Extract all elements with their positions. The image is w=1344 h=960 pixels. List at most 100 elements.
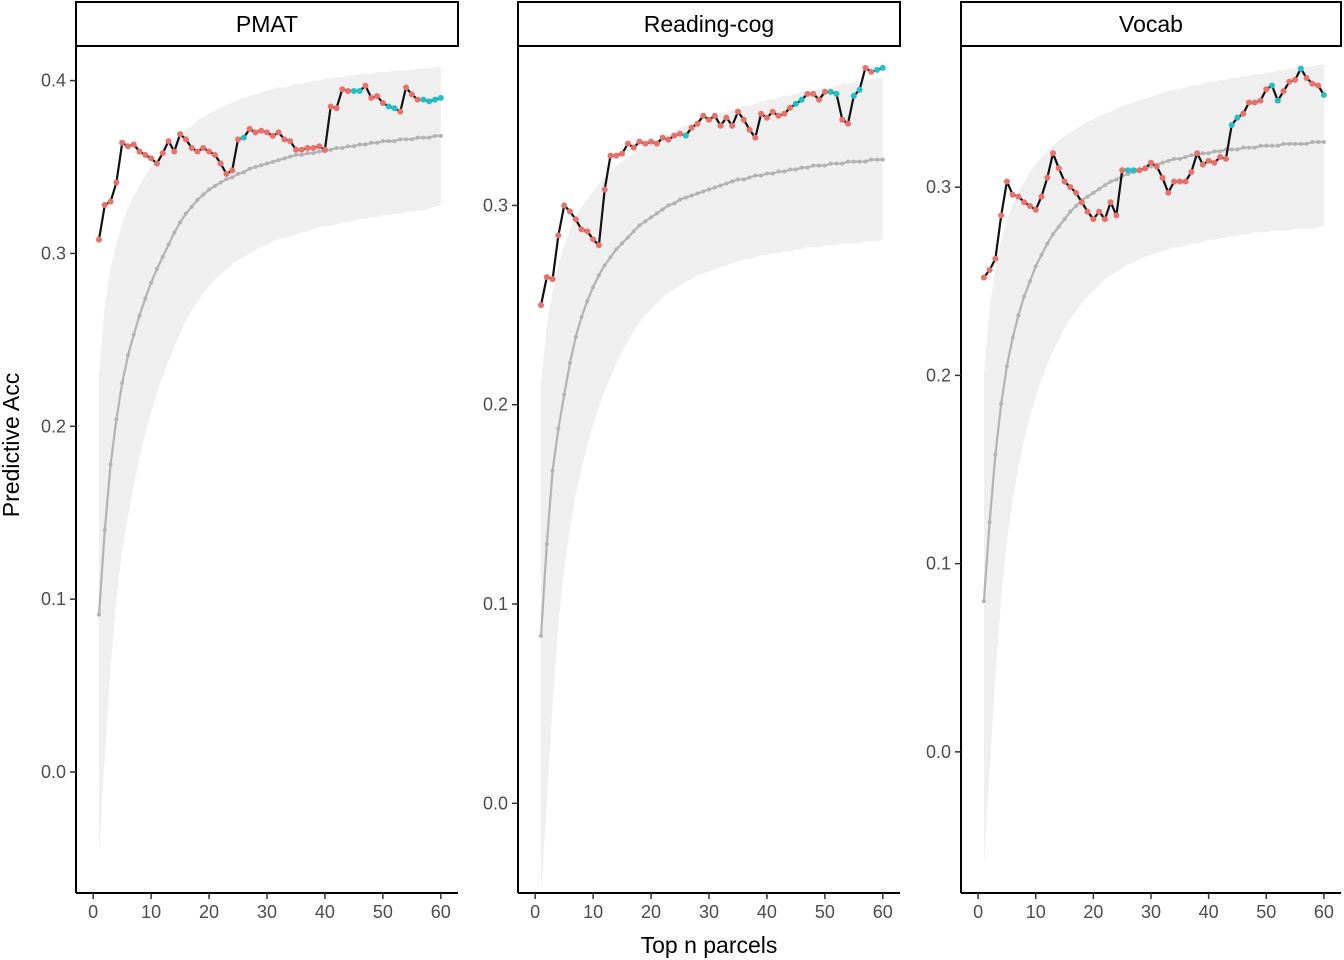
observed-point: [142, 151, 149, 158]
null-mean-point: [1235, 147, 1240, 152]
observed-point: [613, 152, 620, 159]
null-mean-point: [380, 139, 385, 144]
panel-1: Reading-cog 0.0 0.1 0.2 0.3 0 10 20 30 40 50 60: [483, 1, 901, 922]
observed-point: [1003, 178, 1010, 185]
null-mean-point: [759, 173, 764, 178]
null-mean-point: [1033, 264, 1038, 269]
null-mean-point: [1172, 156, 1177, 161]
null-mean-point: [207, 187, 212, 192]
y-tick-label: 0.3: [483, 195, 508, 215]
null-mean-point: [340, 145, 345, 150]
null-mean-point: [741, 177, 746, 182]
y-tick-label: 0.0: [926, 742, 951, 762]
null-mean-point: [259, 163, 264, 168]
observed-point: [555, 232, 562, 239]
null-mean-point: [817, 163, 822, 168]
y-tick-label: 0.0: [41, 762, 66, 782]
observed-point: [1228, 122, 1235, 129]
null-mean-point: [346, 144, 351, 149]
observed-point: [397, 108, 404, 115]
observed-point: [1188, 169, 1195, 176]
observed-point: [752, 134, 759, 141]
null-mean-point: [317, 149, 322, 154]
x-tick-label: 40: [1199, 902, 1219, 922]
null-mean-point: [1074, 203, 1079, 208]
null-mean-point: [265, 161, 269, 166]
facet-title: Reading-cog: [644, 11, 774, 37]
observed-point: [171, 148, 178, 155]
observed-point: [246, 125, 253, 132]
x-tick-label: 10: [1026, 902, 1046, 922]
null-mean-point: [799, 165, 804, 170]
null-mean-point: [625, 235, 630, 240]
null-mean-point: [747, 175, 752, 180]
observed-point: [584, 228, 591, 235]
x-tick-label: 20: [199, 902, 219, 922]
null-mean-point: [620, 241, 625, 246]
facet-title: Vocab: [1119, 11, 1183, 37]
null-band: [983, 64, 1324, 865]
observed-point: [1021, 199, 1028, 206]
observed-point: [258, 127, 265, 134]
observed-point: [648, 138, 655, 145]
null-mean-point: [1229, 147, 1234, 152]
null-mean-point: [183, 211, 188, 216]
null-mean-point: [1068, 209, 1073, 214]
observed-point: [671, 132, 678, 139]
null-mean-point: [1102, 183, 1107, 188]
observed-point: [630, 144, 637, 151]
observed-point: [391, 105, 398, 112]
observed-point: [101, 202, 108, 209]
x-tick-label: 0: [973, 902, 983, 922]
observed-point: [839, 116, 846, 123]
null-mean-point: [1085, 194, 1090, 199]
null-mean-point: [707, 187, 711, 192]
observed-point: [874, 66, 881, 73]
y-axis-label: Predictive Acc: [0, 373, 24, 517]
null-mean-point: [660, 207, 665, 212]
null-mean-point: [230, 175, 235, 180]
null-mean-point: [357, 142, 362, 147]
null-mean-point: [178, 220, 183, 225]
observed-point: [264, 129, 270, 136]
null-mean-point: [1293, 141, 1298, 146]
x-tick-label: 30: [1141, 902, 1161, 922]
null-mean-point: [108, 462, 113, 467]
null-mean-point: [718, 183, 723, 188]
null-mean-point: [351, 144, 356, 149]
null-mean-point: [1056, 224, 1061, 229]
observed-point: [1309, 80, 1316, 87]
observed-point: [1050, 150, 1057, 157]
observed-point: [432, 96, 439, 103]
observed-point: [211, 151, 218, 158]
panel-2: Vocab 0.0 0.1 0.2 0.3 0 10 20 30 40 50 60: [926, 1, 1342, 922]
observed-point: [850, 92, 857, 99]
observed-point: [240, 134, 247, 141]
plot-area: [980, 64, 1327, 865]
null-mean-point: [398, 137, 403, 142]
null-mean-point: [375, 140, 380, 145]
observed-point: [1009, 191, 1016, 198]
null-mean-point: [409, 137, 414, 142]
null-mean-point: [96, 612, 101, 617]
x-axis-label: Top n parcels: [641, 932, 778, 958]
null-mean-point: [666, 203, 671, 208]
null-mean-point: [114, 417, 119, 422]
null-mean-point: [1218, 149, 1223, 154]
observed-point: [119, 139, 126, 146]
x-tick-label: 30: [699, 902, 719, 922]
observed-point: [1251, 99, 1258, 106]
null-mean-point: [730, 179, 735, 184]
null-mean-point: [550, 468, 555, 473]
observed-point: [1222, 155, 1229, 162]
observed-point: [107, 198, 114, 205]
observed-point: [595, 242, 602, 249]
observed-point: [385, 103, 392, 110]
null-mean-point: [189, 204, 194, 209]
null-mean-point: [195, 197, 200, 202]
null-mean-point: [328, 147, 333, 152]
observed-point: [1194, 150, 1201, 157]
plot-area: [537, 64, 886, 893]
observed-point: [403, 84, 410, 91]
null-mean-point: [404, 137, 409, 142]
